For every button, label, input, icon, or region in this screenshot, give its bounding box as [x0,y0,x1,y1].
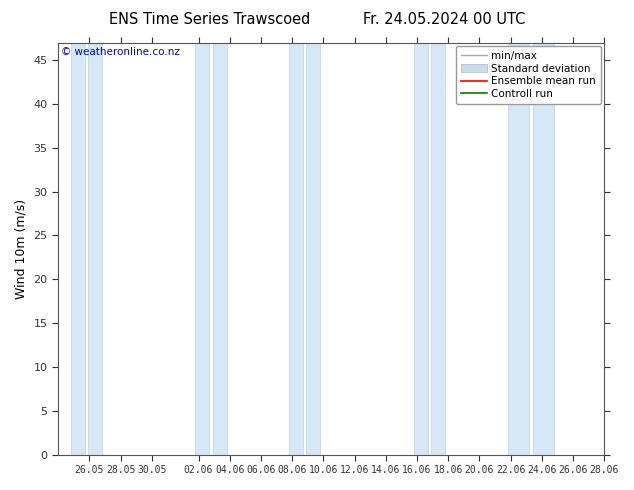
Bar [212,43,226,455]
Bar [533,43,554,455]
Text: ENS Time Series Trawscoed: ENS Time Series Trawscoed [108,12,310,27]
Bar [414,43,428,455]
Y-axis label: Wind 10m (m/s): Wind 10m (m/s) [15,198,28,299]
Text: Fr. 24.05.2024 00 UTC: Fr. 24.05.2024 00 UTC [363,12,525,27]
Bar [70,43,84,455]
Bar [508,43,529,455]
Bar [306,43,320,455]
Text: © weatheronline.co.nz: © weatheronline.co.nz [61,47,179,57]
Bar [289,43,303,455]
Bar [431,43,445,455]
Bar [195,43,209,455]
Legend: min/max, Standard deviation, Ensemble mean run, Controll run: min/max, Standard deviation, Ensemble me… [456,46,601,104]
Bar [87,43,102,455]
